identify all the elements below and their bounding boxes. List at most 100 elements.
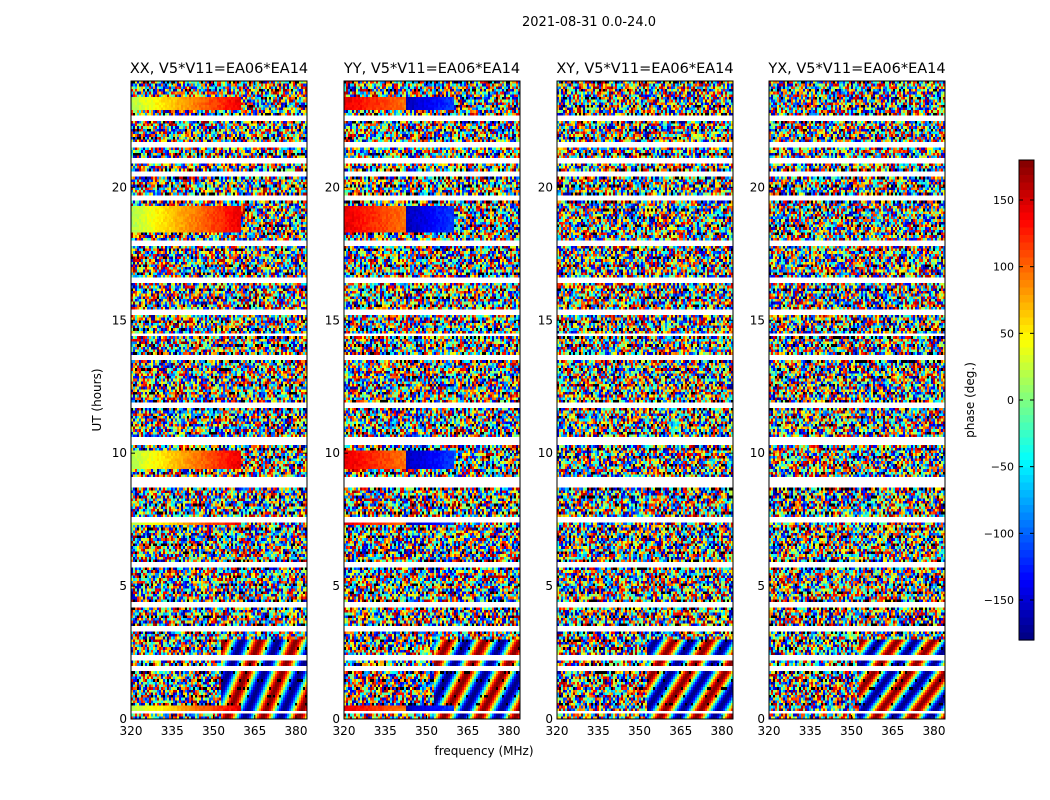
x-tick-label: 320 [758,724,781,738]
colorbar-segment [1019,317,1034,326]
colorbar-segment [1019,227,1034,236]
colorbar-segment [1019,385,1034,394]
plot-frame [343,80,521,720]
y-tick-label: 10 [112,446,127,460]
colorbar-segment [1019,512,1034,521]
x-tick-label: 350 [840,724,863,738]
panel-yx: YX, V5*V11=EA06*EA14 320 335 350 365 380 0 5 10 1… [750,61,946,738]
x-tick-label: 350 [628,724,651,738]
heatmap-yy [344,81,520,719]
colorbar-segment [1019,355,1034,364]
y-tick-label: 20 [112,180,127,194]
colorbar-tick-label: 150 [993,194,1014,207]
y-tick-label: 20 [538,180,553,194]
x-tick-label: 350 [202,724,225,738]
x-tick-label: 335 [799,724,822,738]
colorbar-segment [1019,205,1034,214]
panel-title: XX, V5*V11=EA06*EA14 [130,61,308,77]
heatmap-yx [769,81,945,719]
colorbar-segment [1019,490,1034,499]
colorbar-tick-label: 0 [1007,394,1014,407]
colorbar-segment [1019,482,1034,491]
x-tick-label: 365 [881,724,904,738]
colorbar-segment [1019,302,1034,311]
x-tick-label: 380 [711,724,734,738]
colorbar-segment [1019,625,1034,634]
colorbar-segment [1019,527,1034,536]
colorbar-segment [1019,445,1034,454]
colorbar-tick-label: −100 [984,527,1014,540]
panel-yy: YY, V5*V11=EA06*EA14 320 335 350 365 380 0 5 10 1… [325,61,521,738]
colorbar-segment [1019,595,1034,604]
colorbar-segment [1019,542,1034,551]
y-tick-label: 15 [750,313,765,327]
colorbar-segment [1019,295,1034,304]
colorbar-segment [1019,437,1034,446]
x-tick-label: 365 [243,724,266,738]
colorbar-segment [1019,587,1034,596]
x-tick-label: 335 [161,724,184,738]
colorbar: 150 100 50 0 −50 −100 −150 [984,159,1035,641]
y-tick-label: 15 [538,313,553,327]
y-tick-label: 10 [750,446,765,460]
colorbar-segment [1019,617,1034,626]
colorbar-segment [1019,452,1034,461]
x-tick-label: 365 [456,724,479,738]
colorbar-segment [1019,460,1034,469]
colorbar-segment [1019,565,1034,574]
panel-xx: XX, V5*V11=EA06*EA14 320 335 350 365 380 0 5 10 1… [112,61,308,738]
y-tick-label: 5 [119,579,127,593]
x-tick-label: 320 [546,724,569,738]
y-tick-label: 15 [325,313,340,327]
colorbar-segment [1019,167,1034,176]
y-tick-label: 10 [325,446,340,460]
y-axis-label: UT (hours) [90,368,104,431]
y-tick-label: 5 [757,579,765,593]
colorbar-segment [1019,160,1034,169]
x-tick-label: 335 [587,724,610,738]
plot-frame [556,80,734,720]
y-tick-label: 0 [332,712,340,726]
colorbar-segment [1019,257,1034,266]
y-tick-label: 10 [538,446,553,460]
colorbar-segment [1019,535,1034,544]
colorbar-segment [1019,182,1034,191]
colorbar-segment [1019,340,1034,349]
colorbar-segment [1019,430,1034,439]
colorbar-segment [1019,497,1034,506]
x-tick-label: 335 [374,724,397,738]
figure-title: 2021-08-31 0.0-24.0 [522,15,656,30]
heatmap-xy [557,81,733,719]
colorbar-segment [1019,220,1034,229]
colorbar-tick-label: 100 [993,261,1014,274]
colorbar-segment [1019,370,1034,379]
colorbar-segment [1019,602,1034,611]
panel-title: XY, V5*V11=EA06*EA14 [556,61,733,77]
panel-title: YY, V5*V11=EA06*EA14 [343,61,520,77]
colorbar-segment [1019,415,1034,424]
panels: XX, V5*V11=EA06*EA14 320 335 350 365 380 0 5 10 1… [112,61,946,738]
x-tick-label: 350 [415,724,438,738]
colorbar-segment [1019,520,1034,529]
colorbar-segment [1019,610,1034,619]
colorbar-segment [1019,400,1034,409]
x-tick-label: 320 [333,724,356,738]
colorbar-segment [1019,572,1034,581]
panel-xy: XY, V5*V11=EA06*EA14 320 335 350 365 380 0 5 10 1… [538,61,734,738]
x-tick-label: 380 [285,724,308,738]
x-tick-label: 380 [923,724,946,738]
colorbar-segment [1019,325,1034,334]
colorbar-segment [1019,422,1034,431]
colorbar-segment [1019,250,1034,259]
colorbar-segment [1019,632,1034,641]
colorbar-label: phase (deg.) [963,362,977,438]
colorbar-segment [1019,175,1034,184]
colorbar-segment [1019,310,1034,319]
colorbar-tick-label: −50 [991,461,1014,474]
colorbar-segment [1019,197,1034,206]
y-tick-label: 0 [545,712,553,726]
colorbar-segment [1019,580,1034,589]
y-tick-label: 5 [545,579,553,593]
colorbar-segment [1019,475,1034,484]
